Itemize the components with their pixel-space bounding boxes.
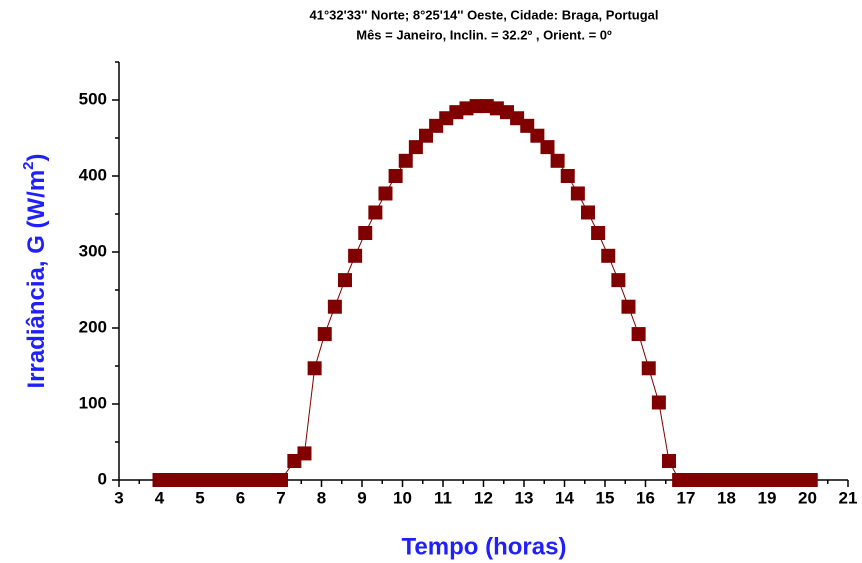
point [540,140,555,155]
point [297,446,312,461]
point [368,205,383,220]
y-label-sup: 2 [20,161,37,169]
point [631,327,646,342]
y-tick-label: 500 [79,89,107,108]
x-tick-label: 4 [155,488,165,507]
point [317,327,332,342]
point [408,140,423,155]
point [530,128,545,143]
x-axis-label: Tempo (horas) [402,533,567,560]
point [661,454,676,468]
chart-subtitle: Mês = Janeiro, Inclin. = 32.2º , Orient.… [356,27,612,42]
point [570,186,585,201]
point [560,169,575,183]
x-tick-label: 6 [236,488,245,507]
series-line [159,105,811,481]
point [580,205,595,220]
point [641,361,656,376]
point [337,273,352,288]
x-tick-label: 19 [758,488,777,507]
x-tick-label: 7 [276,488,285,507]
x-tick-label: 3 [114,488,123,507]
y-label-main: Irradiância, G (W/m [23,170,50,389]
y-label-end: ) [23,153,50,161]
y-axis-label: Irradiância, G (W/m2) [20,153,50,388]
x-tick-label: 13 [515,488,534,507]
x-tick-label: 17 [677,488,696,507]
point [307,361,322,376]
point [591,226,606,240]
point [611,273,626,288]
point [388,169,403,183]
y-tick-label: 400 [79,165,107,184]
x-tick-label: 12 [474,488,493,507]
x-tick-label: 16 [636,488,655,507]
x-tick-label: 11 [434,488,452,507]
x-tick-label: 14 [555,488,574,507]
y-tick-label: 300 [79,241,107,260]
point [601,248,616,263]
x-tick-label: 5 [195,488,204,507]
point [274,473,288,487]
x-tick-label: 10 [393,488,412,507]
x-tick-label: 21 [839,488,858,507]
point [398,153,413,168]
x-tick-label: 18 [717,488,736,507]
x-tick-label: 20 [798,488,817,507]
point [550,153,565,168]
point [651,395,666,410]
point [378,186,393,201]
point [358,226,373,240]
y-tick-label: 0 [98,469,107,488]
point [803,473,818,487]
point [327,299,342,314]
y-tick-label: 200 [79,317,107,336]
chart-title: 41°32'33'' Norte; 8°25'14'' Oeste, Cidad… [309,7,658,22]
y-tick-label: 100 [79,393,107,412]
point [621,299,636,314]
x-tick-label: 8 [317,488,326,507]
x-tick-label: 9 [357,488,366,507]
x-tick-label: 15 [596,488,615,507]
point [348,248,363,263]
